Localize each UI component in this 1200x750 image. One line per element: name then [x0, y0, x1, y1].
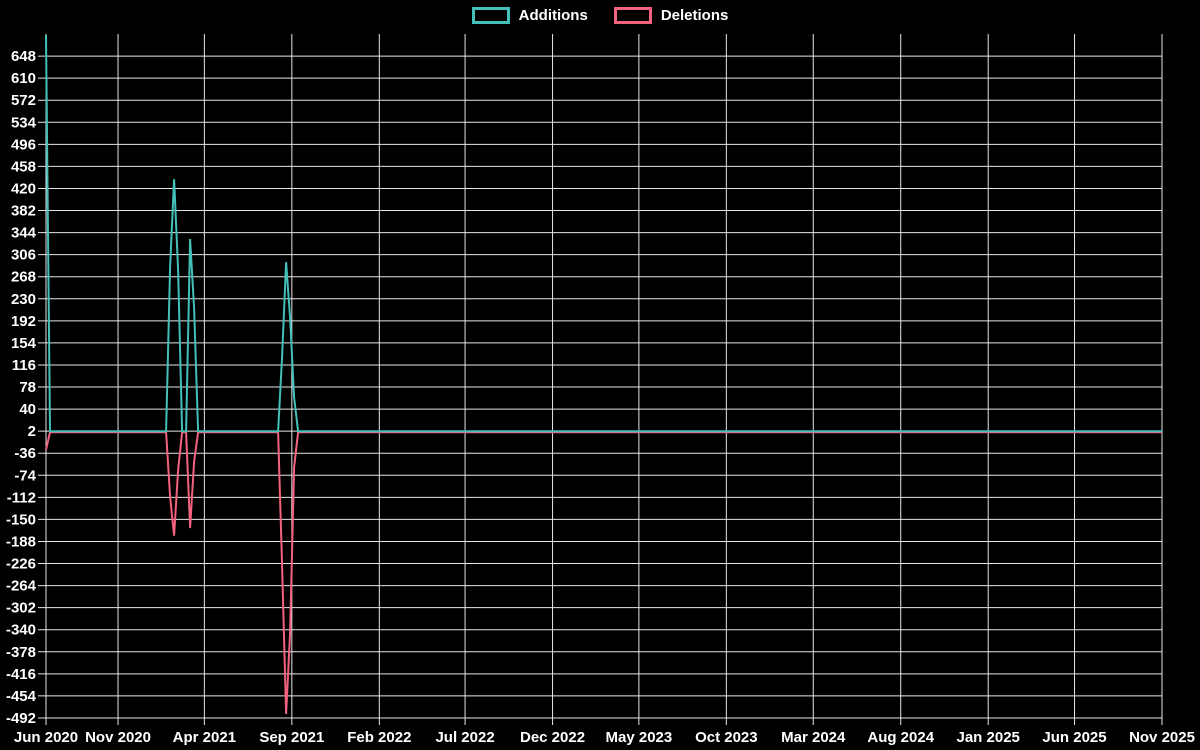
y-tick-label: 306 — [11, 247, 36, 264]
y-tick-label: -150 — [6, 511, 36, 528]
y-tick-label: -378 — [6, 644, 36, 661]
chart-legend: Additions Deletions — [0, 7, 1200, 24]
y-tick-label: 2 — [28, 423, 36, 440]
legend-label-deletions: Deletions — [660, 7, 729, 24]
x-tick-label: Sep 2021 — [259, 729, 324, 746]
x-tick-label: Jun 2025 — [1042, 729, 1106, 746]
x-tick-label: Nov 2025 — [1129, 729, 1195, 746]
y-tick-label: -36 — [14, 445, 36, 462]
x-tick-label: Dec 2022 — [520, 729, 585, 746]
x-tick-label: Mar 2024 — [781, 729, 846, 746]
y-tick-label: -264 — [6, 578, 37, 595]
y-tick-label: -112 — [7, 489, 36, 506]
x-tick-label: Apr 2021 — [173, 729, 236, 746]
legend-item-additions[interactable]: Additions — [471, 7, 588, 24]
y-tick-label: 230 — [11, 291, 36, 308]
y-tick-label: -302 — [6, 600, 36, 617]
x-tick-label: Feb 2022 — [347, 729, 411, 746]
x-tick-label: Jul 2022 — [435, 729, 494, 746]
y-tick-label: 496 — [11, 136, 36, 153]
y-tick-label: 78 — [19, 379, 36, 396]
y-tick-label: -454 — [6, 688, 37, 705]
y-tick-label: -74 — [14, 467, 36, 484]
y-tick-label: -226 — [6, 556, 36, 573]
additions-swatch-icon — [471, 7, 510, 24]
y-tick-label: -188 — [6, 533, 36, 550]
y-tick-label: 192 — [11, 313, 36, 330]
y-tick-label: 154 — [11, 335, 37, 352]
y-tick-label: 382 — [11, 203, 36, 220]
y-tick-label: 648 — [11, 48, 36, 65]
y-axis-labels: 648 610 572 534 496 458 420 382 344 306 268 230 192 1… — [6, 48, 37, 727]
x-axis-labels: Jun 2020 Nov 2020 Apr 2021 Sep 2021 Feb 2022… — [14, 729, 1195, 746]
series-line-deletions — [45, 431, 1162, 714]
x-tick-label: Aug 2024 — [867, 729, 934, 746]
y-tick-label: 420 — [11, 180, 36, 197]
series-line-additions — [45, 35, 1162, 433]
legend-label-additions: Additions — [518, 7, 588, 24]
y-tick-label: -416 — [6, 666, 36, 683]
y-tick-label: 344 — [11, 225, 37, 242]
x-tick-label: Oct 2023 — [695, 729, 758, 746]
legend-item-deletions[interactable]: Deletions — [613, 7, 729, 24]
y-tick-label: 534 — [11, 114, 37, 131]
gridlines — [38, 34, 1163, 725]
x-tick-label: May 2023 — [606, 729, 673, 746]
y-tick-label: 268 — [11, 269, 36, 286]
x-tick-label: Jan 2025 — [957, 729, 1020, 746]
y-tick-label: 116 — [12, 357, 36, 374]
y-tick-label: 572 — [11, 92, 36, 109]
x-tick-label: Jun 2020 — [14, 729, 78, 746]
y-tick-label: -492 — [6, 710, 36, 727]
y-tick-label: -340 — [6, 622, 36, 639]
y-tick-label: 458 — [11, 158, 36, 175]
y-tick-label: 40 — [19, 401, 36, 418]
y-tick-label: 610 — [11, 70, 36, 87]
x-tick-label: Nov 2020 — [85, 729, 151, 746]
deletions-swatch-icon — [613, 7, 652, 24]
